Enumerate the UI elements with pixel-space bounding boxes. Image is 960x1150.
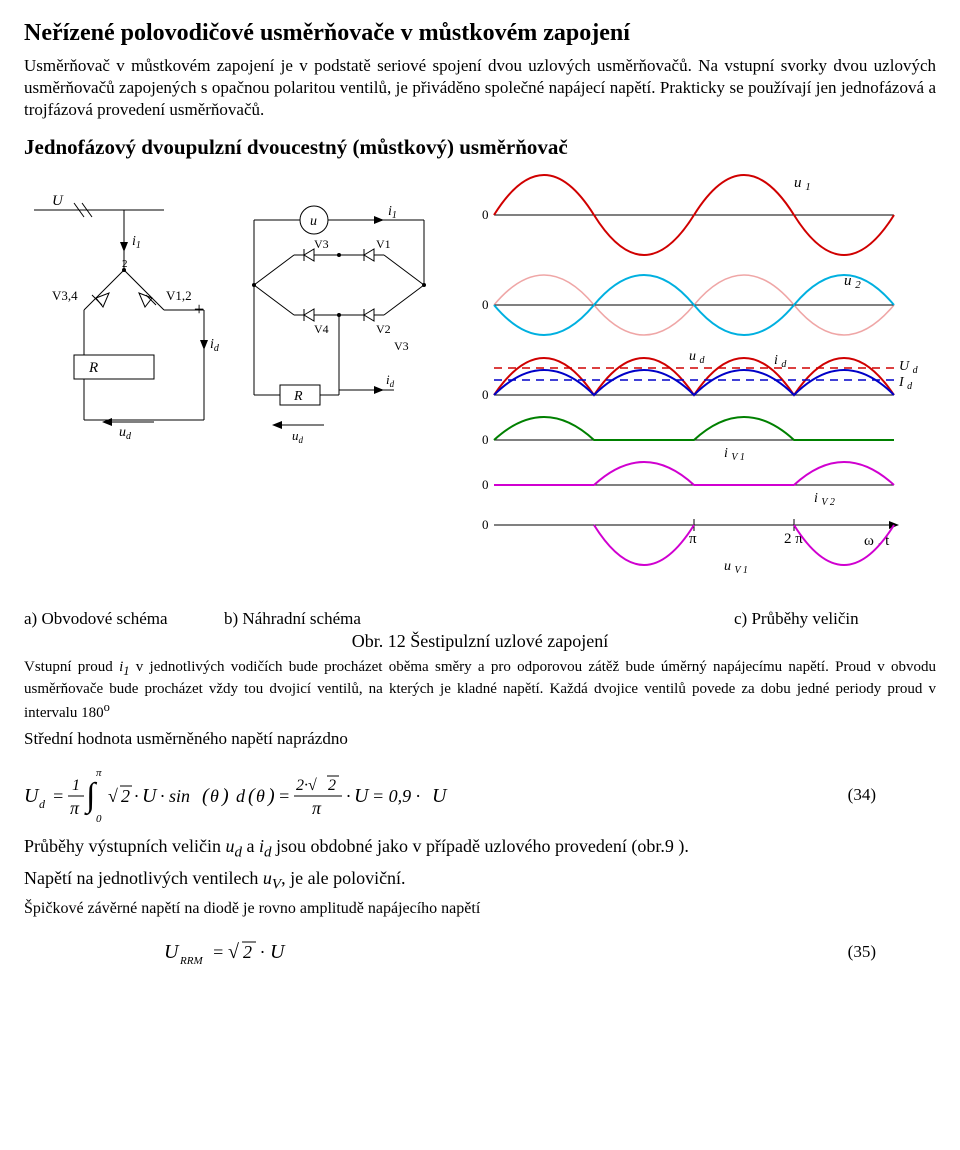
svg-text:V4: V4 — [314, 322, 329, 336]
caption-c: c) Průběhy veličin — [564, 609, 936, 629]
svg-text:u: u — [310, 214, 317, 229]
svg-text:= 0,9 ·: = 0,9 · — [372, 786, 420, 806]
svg-text:=: = — [278, 786, 290, 806]
svg-text:θ: θ — [256, 786, 265, 806]
svg-text:ud: ud — [292, 428, 304, 445]
para-peak-reverse: Špičkové závěrné napětí na diodě je rovn… — [24, 899, 936, 920]
figure-captions: a) Obvodové schéma b) Náhradní schéma c)… — [24, 609, 936, 629]
svg-text:2·√: 2·√ — [296, 777, 317, 794]
svg-text:u V 1: u V 1 — [724, 559, 748, 576]
svg-text:i1: i1 — [388, 204, 397, 221]
svg-text:π: π — [689, 531, 697, 547]
svg-text:V1,2: V1,2 — [166, 288, 192, 303]
figure-title: Obr. 12 Šestipulzní uzlové zapojení — [24, 631, 936, 652]
svg-text:d: d — [236, 786, 246, 806]
eq34-number: (34) — [848, 785, 936, 805]
figure-12: U i1 2 V3,4 V1,2 + id — [24, 170, 936, 652]
svg-text:0: 0 — [482, 517, 489, 532]
svg-text:R: R — [88, 360, 98, 376]
svg-text:0: 0 — [482, 432, 489, 447]
svg-text:√: √ — [108, 786, 118, 806]
svg-text:θ: θ — [210, 786, 219, 806]
svg-text:0: 0 — [482, 207, 489, 222]
svg-text:U: U — [354, 785, 370, 807]
equation-35: U RRM = √ 2 · U (35) — [24, 930, 936, 975]
svg-text:U: U — [24, 785, 40, 807]
caption-b: b) Náhradní schéma — [224, 609, 564, 629]
svg-text:0: 0 — [482, 297, 489, 312]
svg-text:R: R — [293, 389, 303, 404]
svg-text:=: = — [212, 942, 224, 962]
svg-text:π: π — [312, 798, 322, 818]
equation-34: U d = 1 π ∫ π 0 √ 2 · U · sin ( θ ) d ( … — [24, 760, 936, 831]
svg-text:2: 2 — [328, 777, 336, 794]
svg-text:=: = — [52, 786, 64, 806]
svg-text:2: 2 — [121, 786, 130, 806]
svg-text:V3: V3 — [394, 339, 409, 353]
svg-text:0: 0 — [482, 477, 489, 492]
svg-text:d: d — [39, 797, 46, 811]
svg-text:u 1: u 1 — [794, 175, 811, 193]
svg-text:U: U — [270, 941, 286, 963]
svg-text:π: π — [70, 798, 80, 818]
svg-text:id: id — [210, 337, 220, 354]
svg-text:u d: u d — [689, 349, 706, 366]
svg-text:V2: V2 — [376, 322, 391, 336]
eq35-number: (35) — [848, 942, 936, 962]
svg-text:V3: V3 — [314, 237, 329, 251]
para-valve-voltage: Napětí na jednotlivých ventilech uV, je … — [24, 867, 936, 895]
svg-text:U: U — [164, 941, 180, 963]
intro-paragraph: Usměrňovač v můstkovém zapojení je v pod… — [24, 55, 936, 121]
svg-text:0: 0 — [96, 813, 102, 825]
svg-text:RRM: RRM — [179, 955, 203, 967]
svg-text:U: U — [142, 785, 158, 807]
svg-text:·: · — [134, 786, 139, 806]
svg-text:2: 2 — [122, 258, 128, 270]
svg-text:0: 0 — [482, 387, 489, 402]
svg-text:V1: V1 — [376, 237, 391, 251]
svg-text:(: ( — [202, 785, 210, 807]
section-heading: Jednofázový dvoupulzní dvoucestný (můstk… — [24, 135, 936, 160]
svg-text:U: U — [432, 785, 448, 807]
svg-text:· sin: · sin — [160, 786, 190, 806]
svg-text:2: 2 — [243, 942, 252, 962]
svg-text:i1: i1 — [132, 234, 141, 251]
svg-text:·: · — [346, 786, 351, 806]
caption-a: a) Obvodové schéma — [24, 609, 224, 629]
svg-text:·: · — [260, 942, 265, 962]
schematic-b: u i1 V3 V1 V4 — [252, 204, 426, 445]
svg-text:): ) — [221, 785, 229, 807]
svg-text:π: π — [96, 767, 102, 779]
para-mean-value: Střední hodnota usměrněného napětí naprá… — [24, 728, 936, 750]
svg-text:u 2: u 2 — [844, 273, 861, 291]
svg-text:∫: ∫ — [84, 777, 98, 816]
para-outputs: Průběhy výstupních veličin ud a id jsou … — [24, 835, 936, 863]
svg-text:i V 2: i V 2 — [814, 491, 835, 508]
svg-text:ud: ud — [119, 425, 132, 442]
svg-text:U d: U d — [899, 359, 919, 376]
schematic-a: U i1 2 V3,4 V1,2 + id — [34, 193, 220, 442]
svg-text:V3,4: V3,4 — [52, 288, 78, 303]
svg-text:(: ( — [248, 785, 256, 807]
page-title: Neřízené polovodičové usměrňovače v můst… — [24, 20, 936, 47]
svg-text:id: id — [386, 372, 395, 389]
svg-text:): ) — [267, 785, 275, 807]
waveforms: 0 u 1 0 u 2 0 — [482, 175, 919, 576]
svg-text:i V 1: i V 1 — [724, 446, 745, 463]
svg-text:+: + — [194, 299, 204, 319]
svg-text:1: 1 — [72, 777, 80, 794]
svg-text:U: U — [52, 193, 64, 209]
svg-text:I d: I d — [898, 375, 913, 392]
svg-text:√: √ — [228, 941, 239, 963]
para-input-current: Vstupní proud i1 v jednotlivých vodičích… — [24, 658, 936, 723]
svg-text:i d: i d — [774, 353, 787, 370]
